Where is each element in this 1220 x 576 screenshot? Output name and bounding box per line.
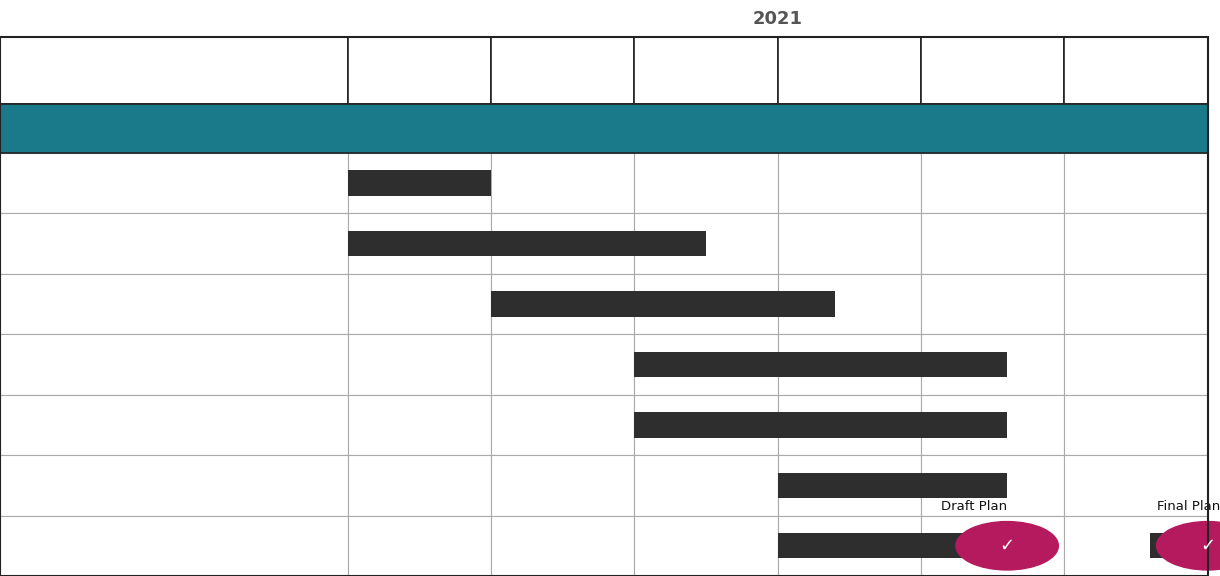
Bar [634,274,778,334]
Bar [1064,274,1208,334]
Bar [348,153,490,213]
Bar [778,455,921,516]
Bar [778,213,921,274]
Bar [490,153,634,213]
Circle shape [1157,522,1220,570]
Bar [0,516,348,576]
Bar [634,153,778,213]
Bar [634,334,778,395]
Bar [1064,37,1208,104]
Bar [490,291,834,317]
Bar [348,37,490,104]
Text: Final Plan: Final Plan [1157,499,1220,513]
Text: JUL: JUL [404,62,436,79]
Bar [778,516,921,576]
Bar [921,455,1064,516]
Bar [778,533,1006,559]
Bar [490,274,634,334]
Text: 2021: 2021 [753,10,803,28]
Text: Draft Plan: Draft Plan [941,499,1006,513]
Bar [778,153,921,213]
Bar [0,395,348,455]
Text: Economic Analysis: Economic Analysis [12,357,140,372]
Bar [1064,516,1208,576]
Text: Data and Information Gathering: Data and Information Gathering [12,176,235,190]
Bar [778,472,1006,498]
Bar [634,37,778,104]
Bar [1064,334,1208,395]
Bar [0,334,348,395]
Text: Project Features: Project Features [12,297,124,311]
Bar [490,334,634,395]
Text: DEC: DEC [1116,62,1155,79]
Bar [0,455,348,516]
Text: ✓: ✓ [1200,537,1215,555]
Bar [348,455,490,516]
Bar [348,230,706,256]
Bar [921,395,1064,455]
Bar [0,213,348,274]
Bar [921,334,1064,395]
Bar [490,37,634,104]
Text: NOV: NOV [971,62,1014,79]
Bar [348,274,490,334]
Bar [0,274,348,334]
Bar [490,516,634,576]
Bar [634,412,1006,438]
Bar [634,213,778,274]
Bar [634,351,1006,377]
Bar [1064,153,1208,213]
Bar [921,153,1064,213]
Bar [921,37,1064,104]
Bar [348,213,490,274]
Bar [0,153,348,213]
Text: SEP: SEP [688,62,725,79]
Bar [1064,213,1208,274]
Text: AUG: AUG [542,62,583,79]
Bar [921,213,1064,274]
Bar [348,395,490,455]
Text: Lower Platte River Corridor Plan: Lower Platte River Corridor Plan [12,539,234,553]
Bar [348,170,490,196]
Bar [1150,533,1208,559]
Bar [490,455,634,516]
Bar [634,516,778,576]
Bar [778,395,921,455]
Bar [921,516,1064,576]
Text: Environmental Analysis: Environmental Analysis [12,418,174,432]
Bar [348,334,490,395]
Bar [778,37,921,104]
Bar [1064,395,1208,455]
Text: Task 2000: Lower Platte River Cooridor Study: Task 2000: Lower Platte River Cooridor S… [12,120,423,136]
Text: Project Constraints: Project Constraints [12,478,144,492]
Bar [490,395,634,455]
Bar [921,274,1064,334]
Bar [0,37,348,104]
Bar [778,274,921,334]
Bar [778,334,921,395]
Bar [0,104,1208,153]
Bar [490,213,634,274]
Circle shape [955,522,1058,570]
Text: Project Siting/Sizing/Screening: Project Siting/Sizing/Screening [12,236,223,251]
Bar [1064,455,1208,516]
Bar [634,455,778,516]
Text: OCT: OCT [830,62,869,79]
Bar [634,395,778,455]
Text: ✓: ✓ [999,537,1015,555]
Bar [348,516,490,576]
